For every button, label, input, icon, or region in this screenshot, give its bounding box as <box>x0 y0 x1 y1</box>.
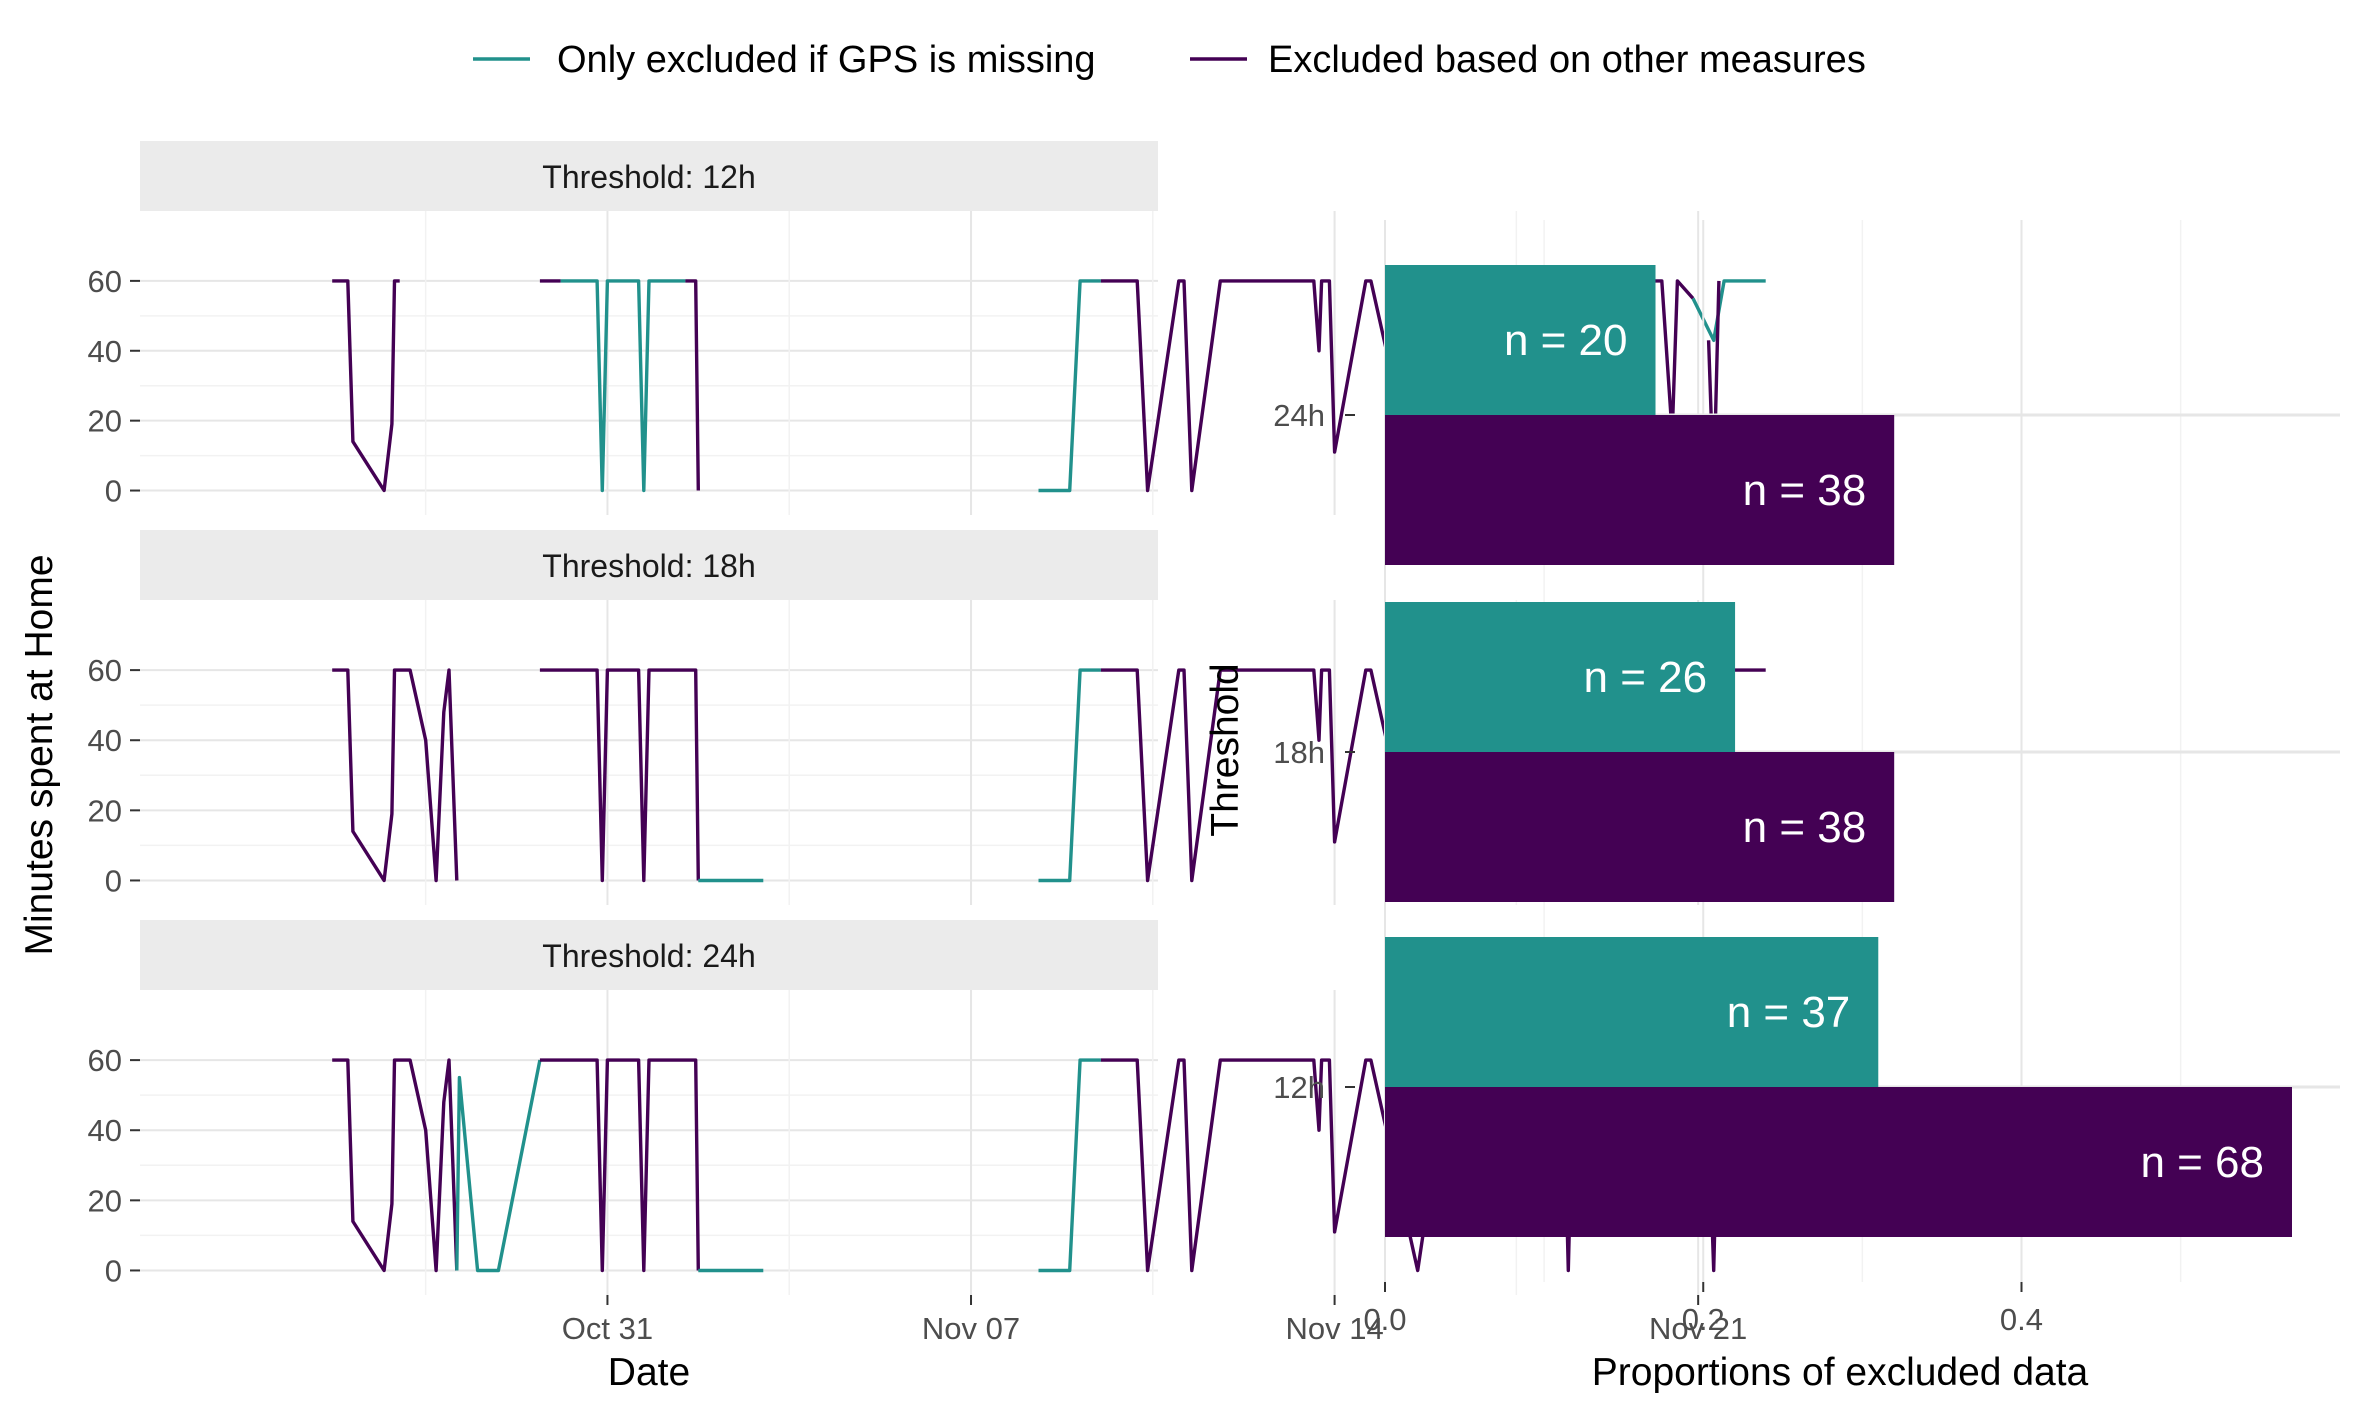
series-line-other-measures <box>685 279 700 491</box>
series-line-gps-missing <box>1038 1058 1101 1273</box>
facet-strip <box>140 530 1158 600</box>
bar-other-measures <box>1385 752 1895 902</box>
legend-label-gps-missing: Only excluded if GPS is missing <box>557 39 1096 81</box>
bar-data-label: n = 37 <box>1727 988 1851 1037</box>
bar-data-label: n = 38 <box>1743 803 1867 852</box>
series-line-other-measures <box>1651 279 1695 437</box>
series-line-other-measures <box>1100 279 1506 493</box>
facet-title: Threshold: 24h <box>542 938 755 974</box>
facet-strip <box>140 141 1158 211</box>
left-y-axis-title: Minutes spent at Home <box>18 554 61 955</box>
series-line-other-measures <box>332 1058 459 1273</box>
facet-title: Threshold: 18h <box>542 548 755 584</box>
series-line-gps-missing <box>1038 279 1101 493</box>
series-line-other-measures <box>332 668 459 883</box>
facet-strip <box>140 920 1158 990</box>
bar-data-label: n = 26 <box>1584 653 1708 702</box>
facet-panel: Threshold: 18h 0 20 40 60 <box>88 530 1766 905</box>
x-tick-label: 0.0 <box>1363 1302 1406 1337</box>
y-tick-label: 0 <box>105 1253 122 1288</box>
series-line-gps-missing <box>455 1059 542 1273</box>
bar-data-label: n = 68 <box>2140 1138 2264 1187</box>
x-tick-label: Nov 21 <box>1649 1311 1747 1346</box>
series-line-gps-missing <box>1038 668 1101 883</box>
y-tick-label: 20 <box>88 404 122 439</box>
x-tick-label: 0.4 <box>2000 1302 2043 1337</box>
y-tick-label: 40 <box>88 723 122 758</box>
bar-gps-missing <box>1385 937 1879 1087</box>
series-line-other-measures <box>332 279 400 493</box>
series-line-gps-missing <box>560 279 686 493</box>
right-x-axis-title: Proportions of excluded data <box>1592 1351 2089 1394</box>
x-tick-label: Nov 14 <box>1285 1311 1383 1346</box>
series-line-other-measures <box>539 1058 700 1273</box>
bar-other-measures <box>1385 415 1895 565</box>
y-tick-label: 20 <box>88 793 122 828</box>
y-tick-label: 40 <box>88 334 122 369</box>
y-tick-label: 24h <box>1273 398 1325 433</box>
legend-label-other-measures: Excluded based on other measures <box>1268 39 1866 81</box>
x-tick-label: Nov 07 <box>922 1311 1020 1346</box>
y-tick-label: 0 <box>105 863 122 898</box>
bar-gps-missing <box>1385 265 1656 415</box>
y-tick-label: 12h <box>1273 1070 1325 1105</box>
legend: Only excluded if GPS is missing Excluded… <box>473 39 1866 81</box>
y-tick-label: 60 <box>88 264 122 299</box>
y-tick-label: 0 <box>105 474 122 509</box>
bar-data-label: n = 20 <box>1504 316 1628 365</box>
y-tick-label: 20 <box>88 1183 122 1218</box>
y-tick-label: 40 <box>88 1113 122 1148</box>
y-tick-label: 18h <box>1273 735 1325 770</box>
bar-other-measures <box>1385 1087 2292 1237</box>
facet-title: Threshold: 12h <box>542 159 755 195</box>
bar-data-label: n = 38 <box>1743 466 1867 515</box>
series-line-other-measures <box>539 668 700 883</box>
y-tick-label: 60 <box>88 653 122 688</box>
left-x-axis-title: Date <box>608 1351 690 1394</box>
bar-gps-missing <box>1385 602 1736 752</box>
bar-plot: n = 20 n = 38 24h n = 26 n = 38 18h n = 37 n = … <box>1273 220 2340 1337</box>
x-tick-label: Oct 31 <box>562 1311 653 1346</box>
facet-panel: Threshold: 12h 0 20 40 60 <box>88 141 1766 515</box>
y-tick-label: 60 <box>88 1043 122 1078</box>
right-y-axis-title: Threshold <box>1204 663 1247 836</box>
x-tick-label: 0.2 <box>1682 1302 1725 1337</box>
